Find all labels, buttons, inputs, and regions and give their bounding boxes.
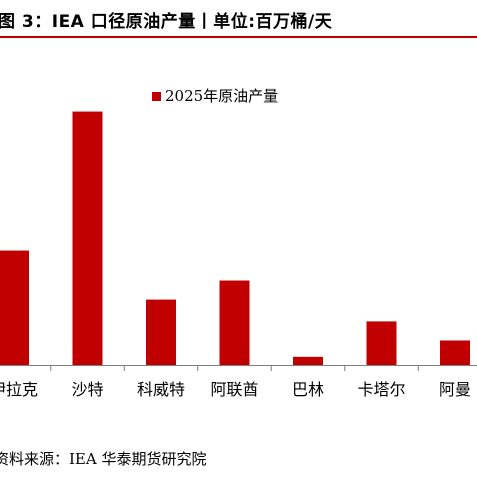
bar-chart: 2025年原油产量伊拉克 沙特 科威特 阿联酋 巴林 卡塔尔 阿曼: [0, 87, 477, 399]
legend-swatch: [152, 92, 161, 101]
bar-7: [440, 340, 470, 365]
bar-2: [72, 111, 103, 365]
x-tick-label: 阿曼: [439, 380, 471, 399]
bar-5: [293, 356, 323, 365]
chart-title: 图 3：IEA 口径原油产量丨单位:百万桶/天: [0, 12, 333, 32]
legend-label: 2025年原油产量: [165, 87, 278, 105]
bar-6: [366, 321, 397, 365]
source-note: 资料来源：IEA 华泰期货研究院: [0, 450, 207, 468]
title-bar: 图 3：IEA 口径原油产量丨单位:百万桶/天: [0, 0, 477, 38]
x-tick-label: 沙特: [71, 380, 103, 399]
title-underline: [0, 36, 477, 38]
x-tick-label: 阿联酋: [210, 380, 258, 399]
bar-1: [0, 250, 29, 365]
x-tick-label: 科威特: [137, 380, 185, 399]
bar-3: [146, 299, 176, 365]
x-tick-label: 卡塔尔: [357, 380, 405, 399]
bar-4: [219, 280, 250, 365]
x-tick-label: 伊拉克: [0, 380, 38, 399]
x-tick-label: 巴林: [292, 380, 324, 399]
